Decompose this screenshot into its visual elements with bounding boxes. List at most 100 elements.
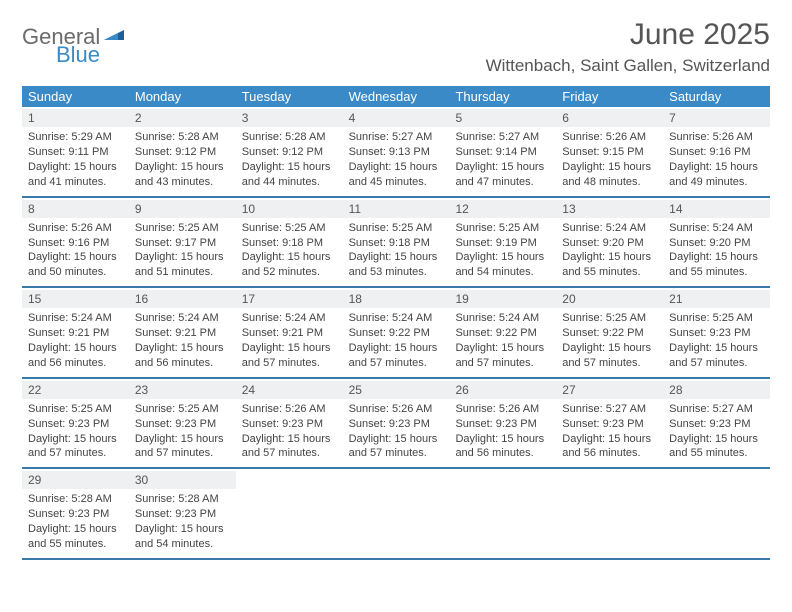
sunset-text: Sunset: 9:23 PM xyxy=(242,417,337,432)
daylight-text: Daylight: 15 hours xyxy=(135,250,230,265)
day-number: 1 xyxy=(22,109,129,127)
sunset-text: Sunset: 9:20 PM xyxy=(669,236,764,251)
sunrise-text: Sunrise: 5:24 AM xyxy=(242,311,337,326)
sunset-text: Sunset: 9:23 PM xyxy=(28,507,123,522)
day-number: 18 xyxy=(343,290,450,308)
sunrise-text: Sunrise: 5:27 AM xyxy=(455,130,550,145)
sunset-text: Sunset: 9:23 PM xyxy=(562,417,657,432)
day-cell: 10Sunrise: 5:25 AMSunset: 9:18 PMDayligh… xyxy=(236,198,343,287)
sunset-text: Sunset: 9:18 PM xyxy=(349,236,444,251)
sunset-text: Sunset: 9:23 PM xyxy=(455,417,550,432)
sunset-text: Sunset: 9:23 PM xyxy=(669,417,764,432)
week-row: 8Sunrise: 5:26 AMSunset: 9:16 PMDaylight… xyxy=(22,198,770,289)
sunrise-text: Sunrise: 5:25 AM xyxy=(242,221,337,236)
daylight-text: and 50 minutes. xyxy=(28,265,123,280)
daylight-text: and 55 minutes. xyxy=(562,265,657,280)
sunset-text: Sunset: 9:14 PM xyxy=(455,145,550,160)
day-number: 16 xyxy=(129,290,236,308)
daylight-text: Daylight: 15 hours xyxy=(669,160,764,175)
day-cell: 5Sunrise: 5:27 AMSunset: 9:14 PMDaylight… xyxy=(449,107,556,196)
sunrise-text: Sunrise: 5:28 AM xyxy=(135,130,230,145)
day-number xyxy=(343,471,450,489)
daylight-text: and 57 minutes. xyxy=(242,356,337,371)
sunrise-text: Sunrise: 5:28 AM xyxy=(242,130,337,145)
sunset-text: Sunset: 9:22 PM xyxy=(562,326,657,341)
daylight-text: Daylight: 15 hours xyxy=(349,341,444,356)
sunrise-text: Sunrise: 5:25 AM xyxy=(349,221,444,236)
sunset-text: Sunset: 9:20 PM xyxy=(562,236,657,251)
daylight-text: Daylight: 15 hours xyxy=(669,432,764,447)
sunrise-text: Sunrise: 5:29 AM xyxy=(28,130,123,145)
day-cell: 16Sunrise: 5:24 AMSunset: 9:21 PMDayligh… xyxy=(129,288,236,377)
daylight-text: Daylight: 15 hours xyxy=(135,341,230,356)
day-cell: 2Sunrise: 5:28 AMSunset: 9:12 PMDaylight… xyxy=(129,107,236,196)
daylight-text: and 48 minutes. xyxy=(562,175,657,190)
daylight-text: Daylight: 15 hours xyxy=(242,160,337,175)
daylight-text: Daylight: 15 hours xyxy=(455,432,550,447)
weekday-header: Saturday xyxy=(663,86,770,107)
daylight-text: Daylight: 15 hours xyxy=(28,522,123,537)
calendar-table: SundayMondayTuesdayWednesdayThursdayFrid… xyxy=(22,86,770,560)
day-number: 14 xyxy=(663,200,770,218)
day-number: 10 xyxy=(236,200,343,218)
sunset-text: Sunset: 9:19 PM xyxy=(455,236,550,251)
sunset-text: Sunset: 9:11 PM xyxy=(28,145,123,160)
day-cell: 12Sunrise: 5:25 AMSunset: 9:19 PMDayligh… xyxy=(449,198,556,287)
day-cell: 11Sunrise: 5:25 AMSunset: 9:18 PMDayligh… xyxy=(343,198,450,287)
sunrise-text: Sunrise: 5:26 AM xyxy=(669,130,764,145)
day-number: 21 xyxy=(663,290,770,308)
day-number: 30 xyxy=(129,471,236,489)
daylight-text: Daylight: 15 hours xyxy=(455,160,550,175)
day-number: 23 xyxy=(129,381,236,399)
day-cell xyxy=(236,469,343,558)
day-number: 22 xyxy=(22,381,129,399)
daylight-text: Daylight: 15 hours xyxy=(349,160,444,175)
daylight-text: and 57 minutes. xyxy=(242,446,337,461)
day-number: 12 xyxy=(449,200,556,218)
sunset-text: Sunset: 9:16 PM xyxy=(28,236,123,251)
weekday-header: Friday xyxy=(556,86,663,107)
sunset-text: Sunset: 9:23 PM xyxy=(28,417,123,432)
day-number: 6 xyxy=(556,109,663,127)
sunset-text: Sunset: 9:21 PM xyxy=(135,326,230,341)
day-cell: 24Sunrise: 5:26 AMSunset: 9:23 PMDayligh… xyxy=(236,379,343,468)
day-number xyxy=(663,471,770,489)
day-cell: 26Sunrise: 5:26 AMSunset: 9:23 PMDayligh… xyxy=(449,379,556,468)
sunrise-text: Sunrise: 5:28 AM xyxy=(135,492,230,507)
day-cell xyxy=(663,469,770,558)
day-number: 7 xyxy=(663,109,770,127)
day-cell: 13Sunrise: 5:24 AMSunset: 9:20 PMDayligh… xyxy=(556,198,663,287)
day-cell: 8Sunrise: 5:26 AMSunset: 9:16 PMDaylight… xyxy=(22,198,129,287)
day-cell: 14Sunrise: 5:24 AMSunset: 9:20 PMDayligh… xyxy=(663,198,770,287)
daylight-text: Daylight: 15 hours xyxy=(135,432,230,447)
sunrise-text: Sunrise: 5:24 AM xyxy=(562,221,657,236)
sunrise-text: Sunrise: 5:25 AM xyxy=(455,221,550,236)
daylight-text: and 56 minutes. xyxy=(135,356,230,371)
day-cell: 28Sunrise: 5:27 AMSunset: 9:23 PMDayligh… xyxy=(663,379,770,468)
daylight-text: and 45 minutes. xyxy=(349,175,444,190)
sunset-text: Sunset: 9:21 PM xyxy=(242,326,337,341)
brand-word-2: Blue xyxy=(56,42,100,68)
weekday-header: Thursday xyxy=(449,86,556,107)
sunrise-text: Sunrise: 5:26 AM xyxy=(349,402,444,417)
daylight-text: Daylight: 15 hours xyxy=(135,160,230,175)
day-cell: 19Sunrise: 5:24 AMSunset: 9:22 PMDayligh… xyxy=(449,288,556,377)
daylight-text: and 54 minutes. xyxy=(135,537,230,552)
day-number: 15 xyxy=(22,290,129,308)
day-number: 3 xyxy=(236,109,343,127)
day-number: 2 xyxy=(129,109,236,127)
day-cell: 27Sunrise: 5:27 AMSunset: 9:23 PMDayligh… xyxy=(556,379,663,468)
day-cell xyxy=(449,469,556,558)
daylight-text: Daylight: 15 hours xyxy=(349,250,444,265)
daylight-text: and 57 minutes. xyxy=(455,356,550,371)
title-block: June 2025 Wittenbach, Saint Gallen, Swit… xyxy=(486,18,770,76)
day-number: 17 xyxy=(236,290,343,308)
daylight-text: Daylight: 15 hours xyxy=(455,341,550,356)
daylight-text: and 57 minutes. xyxy=(135,446,230,461)
sunrise-text: Sunrise: 5:27 AM xyxy=(349,130,444,145)
daylight-text: Daylight: 15 hours xyxy=(28,250,123,265)
day-number: 26 xyxy=(449,381,556,399)
daylight-text: Daylight: 15 hours xyxy=(135,522,230,537)
week-row: 15Sunrise: 5:24 AMSunset: 9:21 PMDayligh… xyxy=(22,288,770,379)
sunrise-text: Sunrise: 5:28 AM xyxy=(28,492,123,507)
